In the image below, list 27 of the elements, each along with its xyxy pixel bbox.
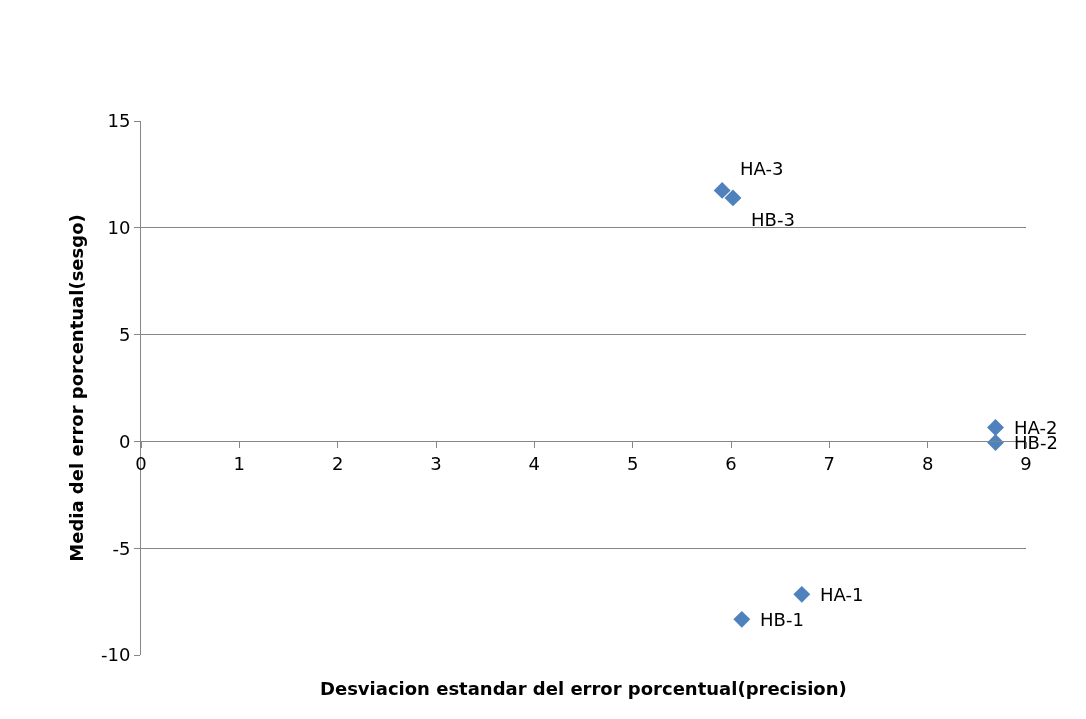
x-tick-label: 7 bbox=[823, 453, 836, 474]
annotation: HB-1 bbox=[760, 609, 804, 630]
x-tick-label: 1 bbox=[233, 453, 246, 474]
x-tick-label: 0 bbox=[135, 453, 147, 474]
annotation: HA-3 bbox=[740, 158, 784, 179]
x-tick-label: 9 bbox=[1020, 453, 1032, 474]
x-tick-label: 5 bbox=[626, 453, 639, 474]
y-tick-label: 15 bbox=[107, 110, 131, 132]
y-tick-label: -10 bbox=[100, 644, 131, 666]
y-tick-label: 5 bbox=[118, 323, 131, 345]
x-tick-label: 3 bbox=[430, 453, 442, 474]
y-axis-title: Media del error porcentual(sesgo) bbox=[66, 214, 88, 562]
y-tick-label: -5 bbox=[112, 537, 131, 559]
point bbox=[733, 610, 751, 628]
x-tick-label: 6 bbox=[725, 453, 737, 474]
annotation: HA-1 bbox=[820, 584, 864, 605]
point bbox=[713, 181, 731, 199]
x-tick-label: 8 bbox=[921, 453, 934, 474]
point bbox=[987, 419, 1004, 436]
x-tick-label: 4 bbox=[528, 453, 541, 474]
point bbox=[793, 585, 811, 603]
y-tick-label: 0 bbox=[118, 430, 131, 452]
point bbox=[724, 189, 742, 207]
x-tick-label: 2 bbox=[331, 453, 344, 474]
x-axis-title: Desviacion estandar del error porcentual(precision) bbox=[320, 678, 847, 699]
y-tick-label: 10 bbox=[107, 217, 131, 239]
annotation: HB-3 bbox=[751, 209, 795, 230]
